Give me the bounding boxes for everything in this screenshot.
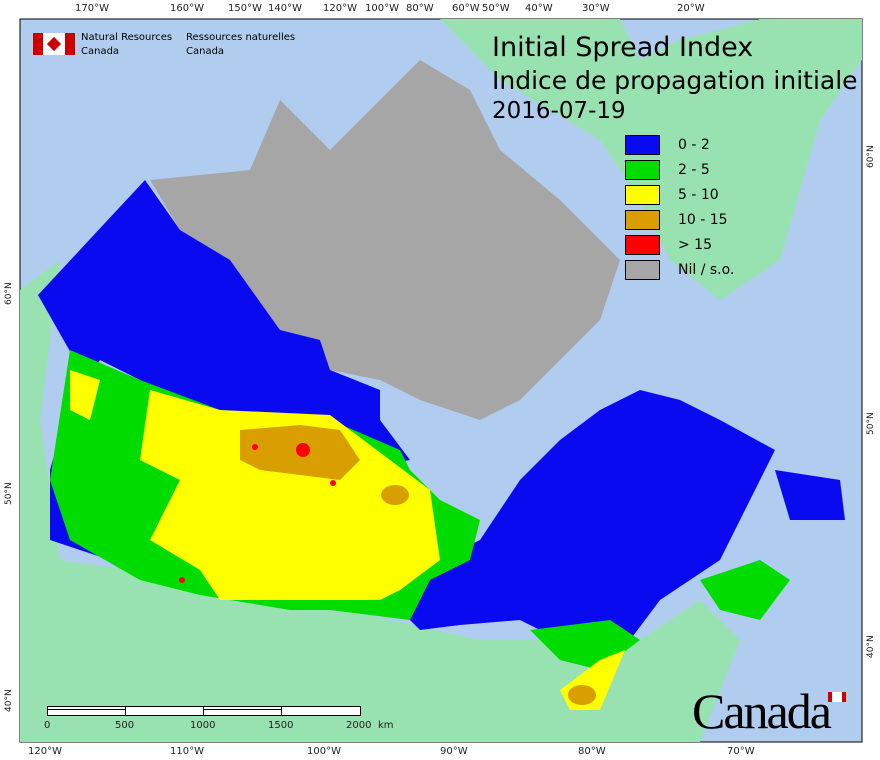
- legend-label: > 15: [678, 237, 712, 253]
- legend-swatch: [625, 160, 660, 180]
- axis-label: 30°W: [582, 3, 610, 14]
- legend-label: 5 - 10: [678, 187, 719, 203]
- foreign-land: [20, 19, 862, 742]
- agency-name-en: Natural Resources Canada: [81, 31, 172, 59]
- wordmark-flag-icon: [828, 692, 846, 702]
- scale-label: 1000: [190, 720, 216, 731]
- axis-label: 40°N: [866, 635, 876, 658]
- legend-item: 10 - 15: [625, 210, 728, 230]
- map-title: Initial Spread Index: [492, 32, 754, 63]
- legend-label: 10 - 15: [678, 212, 728, 228]
- top-axis: 170°W 160°W 150°W 140°W 120°W 100°W 80°W…: [0, 0, 880, 14]
- legend-swatch: [625, 185, 660, 205]
- agency-fr-line1: Ressources naturelles: [186, 32, 296, 43]
- agency-en-line1: Natural Resources: [81, 32, 173, 43]
- legend-label: 2 - 5: [678, 162, 710, 178]
- axis-label: 40°W: [525, 3, 553, 14]
- axis-label: 60°N: [866, 145, 876, 168]
- legend-item: 5 - 10: [625, 185, 719, 205]
- axis-label: 50°W: [482, 3, 510, 14]
- scale-label: 2000: [346, 720, 372, 731]
- scale-label: 1500: [268, 720, 294, 731]
- axis-label: 50°N: [866, 412, 876, 435]
- axis-label: 60°W: [452, 3, 480, 14]
- canada-isi-over-15: [179, 443, 336, 583]
- axis-label: 50°N: [4, 482, 14, 505]
- scale-label: 0: [44, 720, 51, 731]
- scale-unit: km: [378, 720, 394, 731]
- legend-label: 0 - 2: [678, 137, 710, 153]
- canada-flag-icon: [33, 33, 75, 55]
- axis-label: 170°W: [75, 3, 109, 14]
- axis-label: 70°W: [727, 746, 755, 757]
- agency-name-fr: Ressources naturelles Canada: [186, 31, 295, 59]
- legend-item: > 15: [625, 235, 712, 255]
- axis-label: 60°N: [4, 282, 14, 305]
- axis-label: 80°W: [406, 3, 434, 14]
- legend-item: 2 - 5: [625, 160, 710, 180]
- legend-label: Nil / s.o.: [678, 262, 735, 278]
- axis-label: 100°W: [307, 746, 341, 757]
- axis-label: 80°W: [578, 746, 606, 757]
- axis-label: 100°W: [365, 3, 399, 14]
- legend-item: 0 - 2: [625, 135, 710, 155]
- axis-label: 40°N: [4, 689, 14, 712]
- axis-label: 110°W: [170, 746, 204, 757]
- legend-item: Nil / s.o.: [625, 260, 734, 280]
- axis-label: 90°W: [440, 746, 468, 757]
- axis-label: 120°W: [28, 746, 62, 757]
- axis-label: 140°W: [268, 3, 302, 14]
- arctic-islands: [150, 60, 620, 420]
- axis-label: 160°W: [170, 3, 204, 14]
- agency-fr-line2: Canada: [186, 46, 225, 57]
- legend-swatch: [625, 235, 660, 255]
- canada-wordmark: Canada: [692, 683, 832, 739]
- axis-label: 20°W: [677, 3, 705, 14]
- agency-en-line2: Canada: [81, 46, 120, 57]
- legend-swatch: [625, 260, 660, 280]
- legend-swatch: [625, 210, 660, 230]
- map-title-fr: Indice de propagation initiale: [492, 66, 858, 95]
- legend-swatch: [625, 135, 660, 155]
- scale-label: 500: [115, 720, 135, 731]
- axis-label: 120°W: [323, 3, 357, 14]
- map-date: 2016-07-19: [492, 98, 626, 124]
- axis-label: 150°W: [228, 3, 262, 14]
